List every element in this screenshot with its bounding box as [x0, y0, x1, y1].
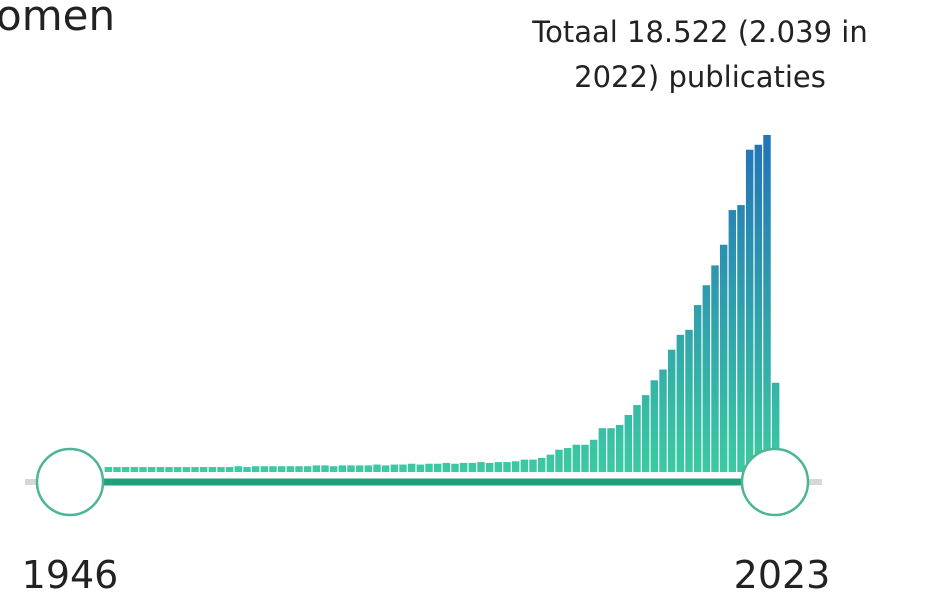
bar	[615, 424, 624, 472]
bar	[364, 465, 373, 472]
bar	[719, 244, 728, 472]
range-slider[interactable]	[25, 447, 822, 517]
bar	[277, 466, 286, 472]
bar	[607, 428, 615, 472]
chart-title: 2022) publicaties	[574, 60, 826, 94]
bar	[520, 459, 529, 472]
slider-handle-start[interactable]	[35, 447, 105, 517]
bar	[633, 405, 641, 472]
bar	[685, 329, 693, 472]
bar	[191, 467, 199, 472]
bar	[598, 428, 607, 472]
heading: omen	[0, 0, 115, 40]
bar	[624, 414, 633, 472]
bar	[329, 466, 338, 472]
bar	[295, 466, 303, 472]
bar	[737, 205, 745, 472]
bar	[182, 467, 191, 472]
bar	[338, 465, 347, 472]
bar	[243, 467, 251, 472]
bar	[347, 465, 355, 472]
range-start-label: 1946	[22, 553, 119, 597]
bar	[555, 449, 563, 472]
range-end-label: 2023	[734, 553, 831, 597]
bar	[451, 463, 459, 472]
bar	[225, 467, 234, 472]
bar	[208, 467, 217, 472]
bar	[763, 135, 771, 472]
slider-handle-end[interactable]	[740, 447, 810, 517]
bar	[711, 265, 719, 472]
bar	[503, 462, 511, 472]
bar	[771, 382, 780, 472]
bar	[390, 464, 399, 472]
bar	[572, 444, 581, 472]
bar	[754, 144, 763, 472]
bar	[511, 461, 520, 472]
bar	[702, 285, 711, 472]
bar	[147, 467, 156, 472]
bar	[286, 466, 295, 472]
bar	[217, 467, 225, 472]
bar	[650, 380, 659, 472]
bar	[381, 465, 390, 472]
bar	[373, 464, 381, 472]
bar	[659, 369, 667, 472]
bar	[667, 349, 676, 472]
bar	[234, 466, 243, 472]
bar	[728, 210, 737, 472]
bar	[260, 466, 269, 472]
bar	[130, 467, 139, 472]
bar	[433, 463, 442, 472]
bar	[563, 448, 572, 472]
bar	[546, 454, 555, 472]
bar	[321, 465, 329, 472]
bar	[312, 465, 321, 472]
bar	[425, 463, 433, 472]
bar	[581, 444, 589, 472]
bar	[676, 334, 685, 472]
bar	[745, 149, 754, 472]
bar	[121, 467, 130, 472]
bar	[173, 467, 182, 472]
bar	[442, 462, 451, 472]
bar	[494, 462, 503, 472]
bar	[459, 462, 468, 472]
bar	[416, 464, 425, 472]
bar	[139, 467, 147, 472]
bar	[468, 462, 477, 472]
histogram	[104, 135, 780, 472]
bar	[477, 462, 485, 472]
bar	[693, 305, 702, 472]
bar	[355, 465, 364, 472]
bar	[199, 467, 208, 472]
bar	[156, 467, 165, 472]
bar	[641, 395, 650, 472]
bar	[589, 439, 598, 472]
bar	[407, 463, 416, 472]
bar	[485, 462, 494, 472]
bar	[104, 467, 113, 472]
bar	[303, 466, 312, 472]
bar	[113, 467, 121, 472]
bar	[399, 464, 407, 472]
bar	[537, 457, 546, 472]
chart-title: Totaal 18.522 (2.039 in	[531, 15, 867, 49]
bar	[251, 466, 260, 472]
bar	[529, 459, 537, 472]
bar	[269, 466, 277, 472]
bar	[165, 467, 173, 472]
